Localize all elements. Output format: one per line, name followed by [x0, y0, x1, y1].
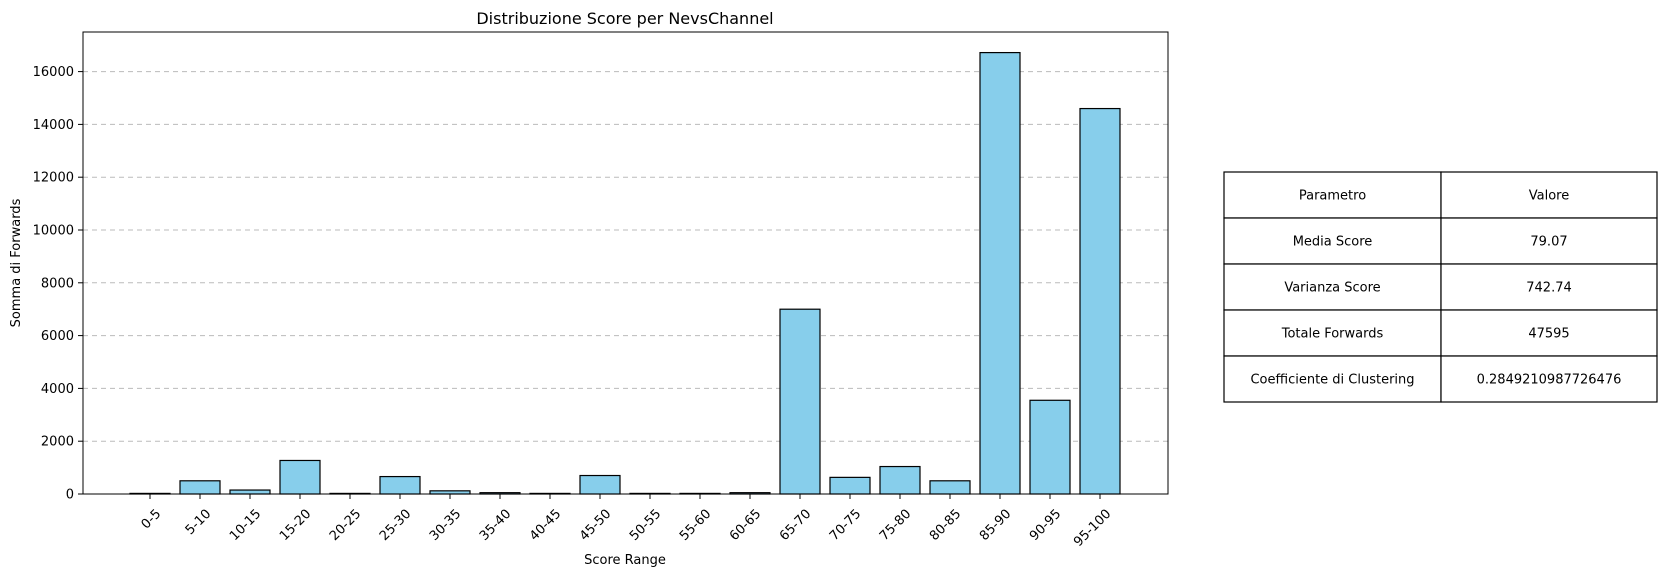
- bar-15-20: [279, 459, 321, 495]
- x-tick-label-95-100: 95-100: [1071, 507, 1114, 550]
- bar-10-15: [229, 489, 271, 495]
- bar-95-100: [1079, 107, 1121, 495]
- y-tick-label-3: 6000: [41, 329, 74, 344]
- table-row-3-cell-1: [1223, 309, 1442, 357]
- bar-chart: 0 2000 4000 6000 8000 10000 12000 14000 16000 0-5…: [33, 31, 1169, 550]
- x-tick-label-55-60: 55-60: [677, 507, 714, 544]
- table-row-4-value: 0.2849210987726476: [1477, 373, 1622, 388]
- x-tick-label-0-5: 0-5: [139, 507, 165, 533]
- table-row-2-value: 742.74: [1526, 281, 1572, 296]
- x-tick-label-60-65: 60-65: [727, 507, 764, 544]
- table-header-row-cell-1: [1223, 171, 1442, 219]
- x-tick-label-85-90: 85-90: [977, 507, 1014, 544]
- table-row-4-cell-2: [1440, 355, 1658, 403]
- bar-85-90: [979, 51, 1021, 495]
- x-tick-label-45-50: 45-50: [577, 507, 614, 544]
- table-row-4-label: Coefficiente di Clustering: [1250, 373, 1414, 388]
- x-tick-label-10-15: 10-15: [227, 507, 264, 544]
- y-tick-label-4: 8000: [41, 276, 74, 291]
- table-row-1-label: Media Score: [1293, 235, 1373, 250]
- x-tick-label-70-75: 70-75: [827, 507, 864, 544]
- table-row-4-cell-1: [1223, 355, 1442, 403]
- y-axis-title: Somma di Forwards: [9, 198, 24, 327]
- x-tick-label-50-55: 50-55: [627, 507, 664, 544]
- bar-80-85: [929, 480, 971, 495]
- bar-45-50: [579, 474, 621, 495]
- x-tick-label-5-10: 5-10: [183, 507, 214, 538]
- x-tick-label-30-35: 30-35: [427, 507, 464, 544]
- y-tick-label-7: 14000: [33, 118, 74, 133]
- table-row-2-label: Varianza Score: [1284, 281, 1380, 296]
- plot-frame: [82, 31, 1169, 495]
- table-row-1-cell-2: [1440, 217, 1658, 265]
- x-tick-label-35-40: 35-40: [477, 507, 514, 544]
- bar-25-30: [379, 475, 421, 495]
- x-tick-label-15-20: 15-20: [277, 507, 314, 544]
- bar-90-95: [1029, 399, 1071, 495]
- bar-70-75: [829, 476, 871, 495]
- x-tick-label-65-70: 65-70: [777, 507, 814, 544]
- table-row-3-label: Totale Forwards: [1281, 327, 1384, 342]
- x-tick-label-20-25: 20-25: [327, 507, 364, 544]
- x-tick-label-80-85: 80-85: [927, 507, 964, 544]
- y-tick-label-1: 2000: [41, 435, 74, 450]
- table-row-3-cell-2: [1440, 309, 1658, 357]
- table-row-3-value: 47595: [1528, 327, 1569, 342]
- x-tick-label-40-45: 40-45: [527, 507, 564, 544]
- x-tick-label-90-95: 90-95: [1027, 507, 1064, 544]
- bar-5-10: [179, 480, 221, 495]
- table-header-row-value: Valore: [1529, 189, 1569, 204]
- y-tick-label-0: 0: [66, 488, 74, 503]
- y-tick-label-8: 16000: [33, 65, 74, 80]
- table-row-1-cell-1: [1223, 217, 1442, 265]
- x-axis-title: Score Range: [584, 553, 666, 568]
- x-tick-label-75-80: 75-80: [877, 507, 914, 544]
- chart-title: Distribuzione Score per NevsChannel: [476, 9, 773, 28]
- table-row-2-cell-2: [1440, 263, 1658, 311]
- y-tick-label-6: 12000: [33, 171, 74, 186]
- y-tick-label-5: 10000: [33, 224, 74, 239]
- x-tick-label-25-30: 25-30: [377, 507, 414, 544]
- table-header-row-label: Parametro: [1299, 189, 1366, 204]
- table-row-1-value: 79.07: [1530, 235, 1567, 250]
- bar-75-80: [879, 465, 921, 495]
- y-tick-label-2: 4000: [41, 382, 74, 397]
- bar-65-70: [779, 308, 821, 495]
- summary-table: Parametro Valore Media Score 79.07 Varianza …: [1223, 171, 1658, 403]
